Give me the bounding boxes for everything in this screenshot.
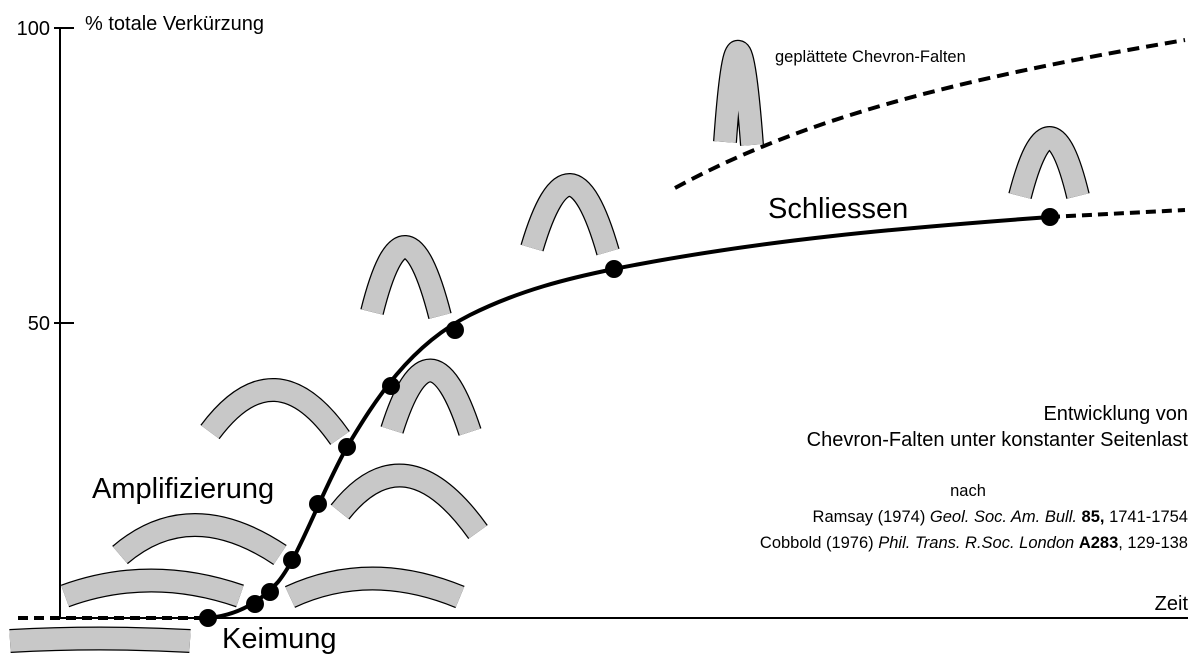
caption: nach	[950, 482, 986, 500]
x-axis-label: Zeit	[1155, 593, 1189, 615]
ref-journal: Phil. Trans. R.Soc. London	[878, 534, 1074, 552]
page: {"y_axis": {"label": "% totale Verkürzun…	[0, 0, 1196, 655]
stage-label: Schliessen	[768, 193, 908, 225]
ref-author: Cobbold (1976)	[760, 534, 874, 552]
caption: Entwicklung von	[1043, 403, 1188, 425]
folds	[10, 52, 1078, 641]
diagram: 100 50 % totale Verkürzung Zeit Keimung A…	[0, 0, 1196, 655]
y-ticks: 100 50	[17, 18, 74, 335]
caption: Chevron-Falten unter konstanter Seitenla…	[807, 429, 1189, 451]
y-axis-label: % totale Verkürzung	[85, 13, 264, 35]
stage-label: Amplifizierung	[92, 473, 274, 505]
ref-pages: , 129-138	[1118, 534, 1188, 552]
ref-author: Ramsay (1974)	[813, 508, 926, 526]
curve-dashed-end	[1050, 210, 1185, 217]
y-tick-label: 50	[28, 313, 50, 335]
ref-pages: 1741-1754	[1109, 508, 1188, 526]
stage-label: Keimung	[222, 623, 336, 655]
ref-volume: 85,	[1082, 508, 1105, 526]
stage-label: geplättete Chevron-Falten	[775, 48, 966, 66]
ref-volume: A283	[1079, 534, 1118, 552]
ref-journal: Geol. Soc. Am. Bull.	[930, 508, 1077, 526]
reference: Ramsay (1974) Geol. Soc. Am. Bull. 85, 1…	[813, 508, 1188, 526]
y-tick-label: 100	[17, 18, 50, 40]
reference: Cobbold (1976) Phil. Trans. R.Soc. Londo…	[760, 534, 1188, 552]
